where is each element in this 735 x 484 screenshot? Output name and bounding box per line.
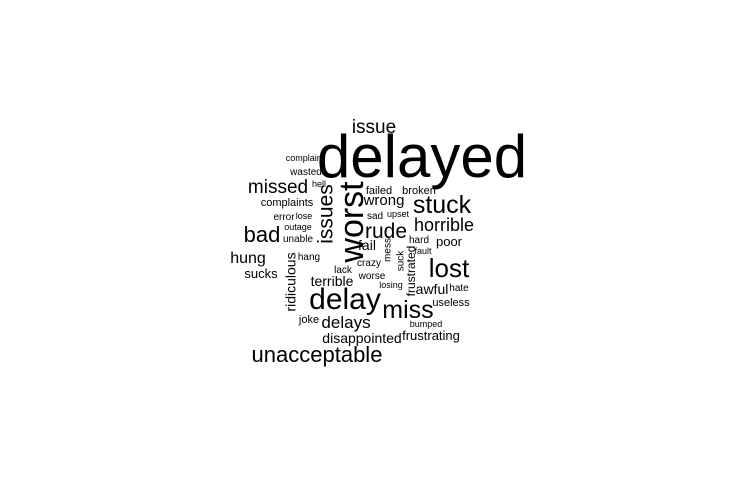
word-complaint: complaint xyxy=(286,153,325,163)
word-hard: hard xyxy=(409,235,429,246)
word-crazy: crazy xyxy=(357,258,381,269)
word-delayed: delayed xyxy=(317,123,527,190)
word-sad: sad xyxy=(367,211,383,222)
word-missed: missed xyxy=(248,177,308,198)
word-stuck: stuck xyxy=(413,191,472,219)
word-unable: unable xyxy=(283,234,313,245)
word-delay: delay xyxy=(309,283,381,316)
word-fail: fail xyxy=(358,237,376,253)
word-hung: hung xyxy=(230,250,266,267)
word-lack: lack xyxy=(334,265,353,276)
word-suck: suck xyxy=(396,250,407,272)
word-hang: hang xyxy=(298,252,320,263)
word-lost: lost xyxy=(429,253,470,283)
word-hate: hate xyxy=(449,283,469,294)
word-sucks: sucks xyxy=(244,266,278,281)
word-worst: worst xyxy=(333,181,371,264)
word-fault: fault xyxy=(414,246,432,256)
word-worse: worse xyxy=(358,271,386,282)
word-issues: issues xyxy=(315,184,338,244)
word-frustrated: frustrated xyxy=(404,246,418,297)
word-delays: delays xyxy=(321,313,370,332)
word-poor: poor xyxy=(436,234,463,249)
word-bumped: bumped xyxy=(410,319,443,329)
word-awful: awful xyxy=(416,281,449,297)
word-error: error xyxy=(273,212,295,223)
word-unacceptable: unacceptable xyxy=(252,342,383,367)
word-miss: miss xyxy=(382,296,433,324)
word-ridiculous: ridiculous xyxy=(283,252,299,311)
word-frustrating: frustrating xyxy=(402,328,460,343)
word-upset: upset xyxy=(387,209,410,219)
word-issue: issue xyxy=(352,117,396,138)
word-bad: bad xyxy=(244,222,281,247)
word-losing: losing xyxy=(379,280,403,290)
word-lose: lose xyxy=(296,211,313,221)
word-disappointed: disappointed xyxy=(322,330,401,346)
word-failed: failed xyxy=(366,185,392,197)
word-complaints: complaints xyxy=(261,197,314,209)
word-joke: joke xyxy=(298,314,319,326)
word-broken: broken xyxy=(402,185,436,197)
word-wasted: wasted xyxy=(289,167,322,178)
word-useless: useless xyxy=(432,297,470,309)
word-horrible: horrible xyxy=(414,215,474,235)
word-wrong: wrong xyxy=(363,192,405,209)
word-rude: rude xyxy=(365,220,407,243)
word-outage: outage xyxy=(284,222,312,232)
word-mess: mess xyxy=(383,238,394,262)
word-hell: hell xyxy=(312,179,326,189)
word-terrible: terrible xyxy=(311,273,354,289)
